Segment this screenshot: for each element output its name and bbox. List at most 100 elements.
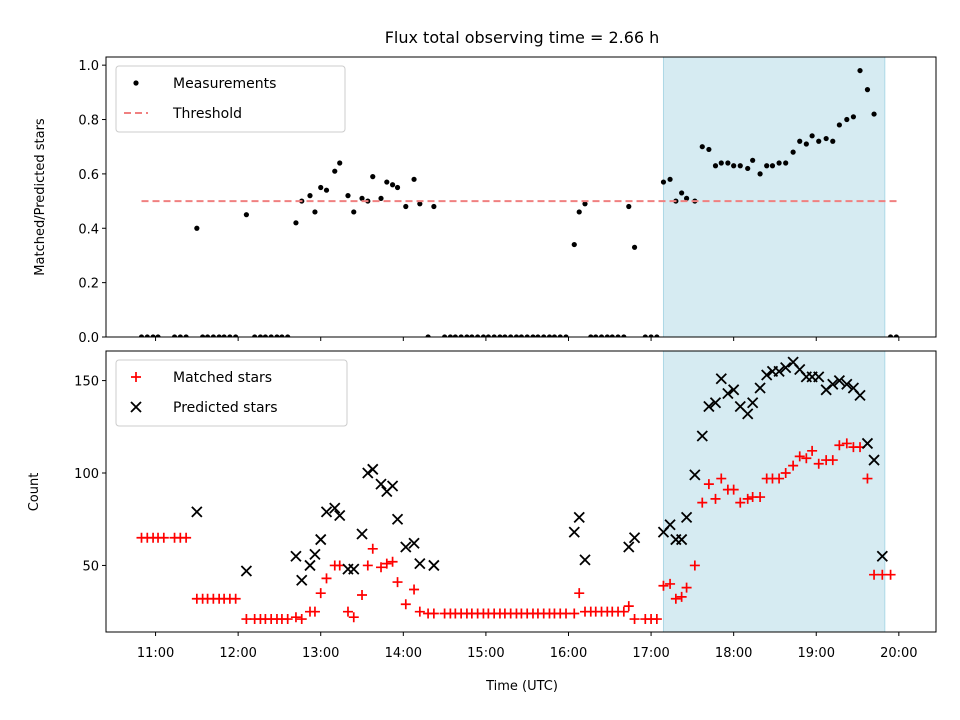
data-point bbox=[191, 506, 203, 518]
data-point bbox=[428, 559, 440, 572]
data-point bbox=[774, 473, 785, 484]
data-point bbox=[773, 365, 785, 377]
data-point bbox=[626, 203, 632, 210]
data-point bbox=[841, 438, 852, 449]
figure-title: Flux total observing time = 2.66 h bbox=[385, 28, 660, 47]
data-point bbox=[667, 176, 673, 182]
data-point bbox=[680, 511, 693, 524]
data-point bbox=[356, 528, 368, 540]
legend: Measurements Threshold bbox=[115, 65, 346, 133]
data-point bbox=[530, 334, 536, 337]
data-point bbox=[588, 334, 594, 337]
data-point bbox=[716, 473, 727, 484]
data-point bbox=[351, 209, 357, 215]
data-point bbox=[571, 241, 577, 248]
data-point bbox=[731, 163, 737, 169]
data-point bbox=[664, 519, 676, 531]
data-point bbox=[329, 502, 341, 514]
y-tick-label: 150 bbox=[74, 375, 99, 390]
legend-marker bbox=[131, 372, 141, 382]
data-point bbox=[569, 608, 580, 619]
data-point bbox=[285, 334, 291, 337]
data-point bbox=[568, 526, 580, 538]
axes-frame bbox=[105, 350, 937, 633]
data-point bbox=[469, 334, 475, 337]
data-point bbox=[761, 369, 773, 381]
data-point bbox=[387, 556, 398, 567]
data-point bbox=[651, 614, 662, 625]
data-point bbox=[893, 334, 899, 337]
data-point bbox=[508, 334, 514, 337]
data-point bbox=[660, 179, 667, 185]
data-point bbox=[320, 506, 333, 518]
data-point bbox=[876, 550, 888, 562]
data-point bbox=[788, 460, 799, 471]
data-point bbox=[697, 497, 708, 508]
data-point bbox=[414, 606, 425, 617]
data-point bbox=[557, 334, 563, 337]
data-point bbox=[546, 334, 553, 337]
data-point bbox=[257, 334, 264, 337]
data-point bbox=[155, 334, 161, 337]
data-point bbox=[833, 374, 846, 387]
x-tick-label: 16:00 bbox=[550, 646, 587, 661]
data-point bbox=[551, 334, 558, 337]
x-tick-label: 18:00 bbox=[715, 646, 752, 661]
data-point bbox=[518, 334, 525, 337]
data-point bbox=[862, 473, 873, 484]
data-point bbox=[337, 160, 343, 166]
data-point bbox=[703, 400, 715, 413]
data-point bbox=[780, 468, 791, 479]
data-point bbox=[654, 334, 660, 337]
data-point bbox=[227, 334, 233, 337]
data-point bbox=[764, 163, 770, 169]
x-tick-label: 13:00 bbox=[302, 646, 339, 661]
data-point bbox=[836, 122, 842, 128]
data-point bbox=[574, 588, 585, 599]
data-point bbox=[737, 163, 743, 169]
legend-marker bbox=[133, 80, 139, 86]
data-point bbox=[290, 550, 302, 562]
data-point bbox=[563, 334, 569, 337]
data-point bbox=[754, 382, 766, 394]
y-tick-label: 0.4 bbox=[78, 222, 99, 237]
data-point bbox=[696, 430, 708, 442]
data-point bbox=[864, 87, 871, 93]
data-point bbox=[458, 334, 464, 337]
data-point bbox=[442, 334, 448, 337]
data-point bbox=[367, 463, 379, 475]
data-point bbox=[243, 212, 249, 218]
data-point bbox=[321, 573, 332, 584]
data-point bbox=[827, 455, 838, 466]
data-point bbox=[712, 163, 719, 169]
data-point bbox=[642, 334, 648, 337]
data-point bbox=[801, 453, 812, 464]
data-point bbox=[200, 334, 206, 337]
data-point bbox=[742, 408, 754, 420]
data-point bbox=[359, 195, 365, 201]
data-point bbox=[780, 362, 792, 374]
x-tick-label: 19:00 bbox=[798, 646, 835, 661]
data-point bbox=[414, 557, 426, 570]
x-tick-label: 17:00 bbox=[632, 646, 669, 661]
data-point bbox=[631, 244, 638, 250]
data-point bbox=[841, 378, 853, 390]
data-point bbox=[718, 160, 724, 166]
data-point bbox=[783, 160, 789, 166]
data-point bbox=[428, 608, 439, 619]
data-point bbox=[138, 334, 145, 337]
data-point bbox=[604, 334, 610, 337]
data-point bbox=[408, 537, 420, 549]
data-point bbox=[376, 562, 387, 573]
data-point bbox=[425, 334, 431, 337]
data-point bbox=[400, 599, 411, 610]
data-point bbox=[679, 190, 685, 196]
data-point bbox=[524, 334, 530, 337]
data-point bbox=[183, 334, 189, 337]
data-point bbox=[296, 574, 308, 586]
data-point bbox=[312, 209, 318, 215]
top-panel: 0.00.20.40.60.81.0MeasurementsThreshold … bbox=[33, 56, 937, 346]
data-point bbox=[703, 479, 714, 490]
data-point bbox=[854, 389, 866, 402]
data-point bbox=[485, 334, 491, 337]
